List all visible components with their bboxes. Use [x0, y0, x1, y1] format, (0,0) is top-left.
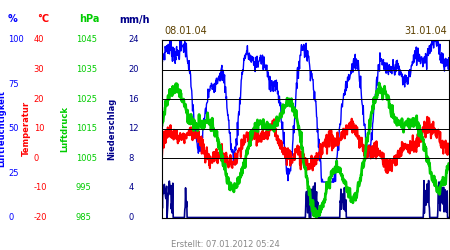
Text: 16: 16 [128, 95, 139, 104]
Text: 1025: 1025 [76, 95, 97, 104]
Text: 25: 25 [8, 168, 18, 177]
Text: 100: 100 [8, 36, 24, 44]
Text: Luftfeuchtigkeit: Luftfeuchtigkeit [0, 90, 6, 167]
Text: 31.01.04: 31.01.04 [404, 26, 447, 36]
Text: 0: 0 [34, 154, 39, 163]
Text: Erstellt: 07.01.2012 05:24: Erstellt: 07.01.2012 05:24 [171, 240, 279, 249]
Text: -20: -20 [34, 213, 47, 222]
Text: 50: 50 [8, 124, 18, 133]
Text: 985: 985 [76, 213, 91, 222]
Text: °C: °C [37, 14, 49, 24]
Text: 40: 40 [34, 36, 44, 44]
Text: 10: 10 [34, 124, 44, 133]
Text: 20: 20 [34, 95, 44, 104]
Text: 0: 0 [128, 213, 134, 222]
Text: 1015: 1015 [76, 124, 97, 133]
Text: 0: 0 [8, 213, 14, 222]
Text: 08.01.04: 08.01.04 [164, 26, 207, 36]
Text: 20: 20 [128, 65, 139, 74]
Text: 24: 24 [128, 36, 139, 44]
Text: 30: 30 [34, 65, 45, 74]
Text: mm/h: mm/h [119, 14, 150, 24]
Text: hPa: hPa [79, 14, 99, 24]
Text: 995: 995 [76, 184, 91, 192]
Text: 1035: 1035 [76, 65, 97, 74]
Text: -10: -10 [34, 184, 47, 192]
Text: %: % [8, 14, 18, 24]
Text: 12: 12 [128, 124, 139, 133]
Text: 4: 4 [128, 184, 134, 192]
Text: 1005: 1005 [76, 154, 97, 163]
Text: Luftdruck: Luftdruck [61, 106, 70, 152]
Text: 75: 75 [8, 80, 19, 89]
Text: 1045: 1045 [76, 36, 97, 44]
Text: 8: 8 [128, 154, 134, 163]
Text: Temperatur: Temperatur [22, 101, 31, 156]
Text: Niederschlag: Niederschlag [107, 98, 116, 160]
